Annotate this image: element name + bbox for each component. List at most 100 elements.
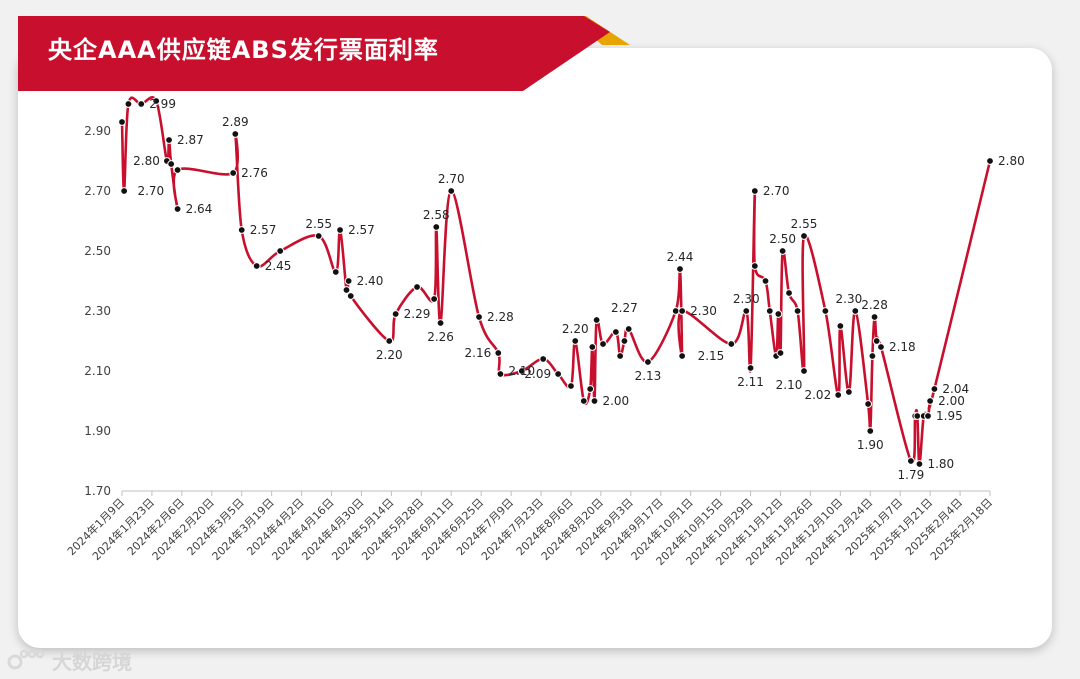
data-point bbox=[231, 130, 240, 138]
data-point bbox=[494, 349, 503, 357]
data-label: 2.16 bbox=[465, 346, 492, 360]
data-point bbox=[346, 292, 355, 300]
data-label: 2.29 bbox=[404, 307, 431, 321]
data-point bbox=[616, 352, 625, 360]
data-point bbox=[152, 97, 161, 105]
data-label: 2.55 bbox=[305, 217, 332, 231]
y-tick-label: 1.70 bbox=[84, 484, 111, 498]
watermark-text: 大数跨境 bbox=[52, 649, 132, 674]
data-label: 2.04 bbox=[942, 382, 969, 396]
data-point bbox=[118, 118, 126, 126]
data-label: 1.90 bbox=[857, 438, 884, 452]
data-point bbox=[592, 316, 601, 324]
data-point bbox=[620, 337, 629, 345]
data-label: 2.80 bbox=[998, 154, 1025, 168]
data-label: 2.10 bbox=[508, 364, 535, 378]
marker-layer bbox=[118, 97, 994, 468]
data-point bbox=[229, 169, 238, 177]
data-label: 2.64 bbox=[186, 202, 213, 216]
data-label: 2.30 bbox=[690, 304, 717, 318]
data-point bbox=[391, 310, 400, 318]
data-label: 2.70 bbox=[137, 184, 164, 198]
data-label: 2.28 bbox=[487, 310, 514, 324]
data-point bbox=[496, 370, 505, 378]
data-point bbox=[579, 397, 588, 405]
data-label: 2.44 bbox=[667, 250, 694, 264]
data-point bbox=[746, 364, 755, 372]
y-tick-label: 1.90 bbox=[84, 424, 111, 438]
line-layer bbox=[120, 96, 992, 466]
data-point bbox=[237, 226, 246, 234]
y-tick-label: 2.90 bbox=[84, 124, 111, 138]
data-point bbox=[571, 337, 580, 345]
data-point bbox=[864, 400, 873, 408]
data-point bbox=[915, 460, 924, 468]
data-point bbox=[137, 100, 146, 108]
data-point bbox=[774, 310, 783, 318]
data-point bbox=[517, 367, 526, 375]
data-point bbox=[588, 343, 597, 351]
data-point bbox=[750, 262, 759, 270]
data-label: 2.55 bbox=[791, 217, 818, 231]
y-tick-label: 2.10 bbox=[84, 364, 111, 378]
data-point bbox=[413, 283, 421, 291]
data-label: 2.87 bbox=[177, 133, 204, 147]
data-point bbox=[727, 340, 736, 348]
data-label: 2.99 bbox=[149, 97, 176, 111]
data-point bbox=[851, 307, 860, 315]
data-point bbox=[331, 268, 340, 276]
data-point bbox=[872, 337, 881, 345]
data-point bbox=[870, 313, 879, 321]
data-label: 1.79 bbox=[898, 468, 925, 482]
data-point bbox=[800, 232, 808, 240]
title-banner bbox=[18, 16, 630, 91]
data-label: 2.26 bbox=[427, 330, 454, 344]
y-tick-label: 2.30 bbox=[84, 304, 111, 318]
data-label: 2.10 bbox=[776, 378, 803, 392]
data-point bbox=[276, 247, 285, 255]
data-label: 2.57 bbox=[250, 223, 277, 237]
data-label: 2.70 bbox=[438, 172, 465, 186]
data-label: 1.80 bbox=[927, 457, 954, 471]
data-label: 2.76 bbox=[241, 166, 268, 180]
data-point bbox=[926, 397, 935, 405]
data-point bbox=[336, 226, 344, 234]
data-point bbox=[554, 370, 563, 378]
watermark: 大数跨境 bbox=[6, 646, 132, 674]
data-point bbox=[611, 328, 620, 336]
data-point bbox=[866, 427, 875, 435]
data-point bbox=[644, 358, 652, 366]
label-layer: 2.99 2.80 2.70 2.87 2.64 2.89 2.76 2.57 2.45 2.55… bbox=[133, 97, 1025, 482]
y-tick-label: 2.70 bbox=[84, 184, 111, 198]
data-label: 2.45 bbox=[265, 259, 292, 273]
data-point bbox=[906, 457, 915, 465]
data-point bbox=[750, 187, 759, 195]
data-point bbox=[671, 307, 680, 315]
data-point bbox=[436, 319, 445, 327]
data-point bbox=[167, 160, 176, 168]
data-point bbox=[539, 355, 548, 363]
data-point bbox=[800, 367, 808, 375]
data-point bbox=[447, 187, 456, 195]
data-label: 2.70 bbox=[763, 184, 790, 198]
data-label: 2.00 bbox=[938, 394, 965, 408]
data-point bbox=[624, 325, 633, 333]
data-label: 2.20 bbox=[376, 348, 403, 362]
data-point bbox=[836, 322, 845, 330]
data-label: 2.00 bbox=[602, 394, 629, 408]
data-point bbox=[590, 397, 599, 405]
data-label: 2.13 bbox=[635, 369, 662, 383]
data-point bbox=[475, 313, 483, 321]
data-point bbox=[342, 286, 351, 294]
logo-mark-icon bbox=[7, 649, 45, 670]
data-point bbox=[844, 388, 853, 396]
data-point bbox=[924, 412, 932, 420]
data-label: 2.80 bbox=[133, 154, 160, 168]
data-point bbox=[765, 307, 774, 315]
data-point bbox=[344, 277, 353, 285]
title-banner-red-shape bbox=[18, 16, 610, 91]
data-point bbox=[165, 136, 173, 144]
data-point bbox=[778, 247, 787, 255]
data-point bbox=[868, 352, 877, 360]
